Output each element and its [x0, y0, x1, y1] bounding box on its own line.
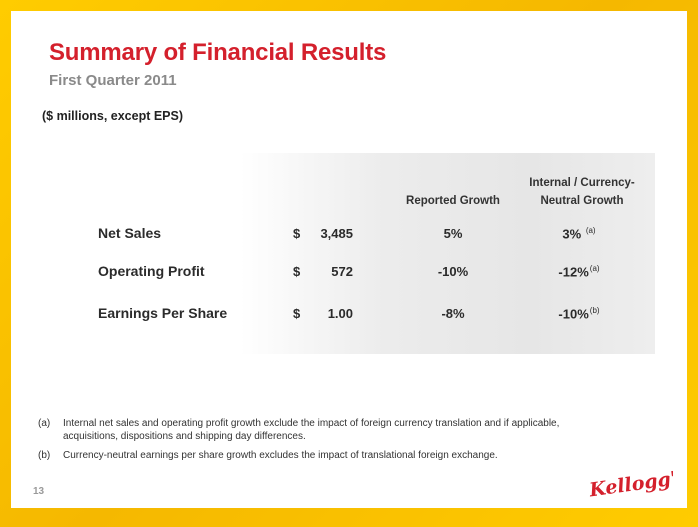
row-internal-growth: -12%(a) — [539, 264, 619, 279]
footnote-ref: (b) — [589, 306, 600, 315]
header-internal-growth: Internal / Currency- Neutral Growth — [513, 174, 651, 210]
footnote-mark: (b) — [38, 450, 51, 461]
row-amount: 1.00 — [327, 306, 353, 321]
header-internal-line1: Internal / Currency- — [529, 177, 635, 189]
row-label-net-sales: Net Sales — [98, 225, 162, 241]
row-label-operating-profit: Operating Profit — [98, 263, 205, 279]
row-reported-growth: -8% — [441, 306, 465, 321]
row-currency: $ — [293, 306, 301, 321]
slide-title: Summary of Financial Results — [49, 39, 387, 66]
row-internal-value: 3% — [562, 226, 582, 242]
row-reported-growth: 5% — [443, 226, 463, 241]
row-reported-growth: -10% — [437, 264, 469, 279]
row-currency: $ — [293, 264, 301, 279]
slide-canvas: Summary of Financial Results First Quart… — [11, 11, 687, 508]
footnote-a: (a) Internal net sales and operating pro… — [38, 417, 598, 443]
row-amount: 572 — [331, 264, 353, 279]
footnote-text: Internal net sales and operating profit … — [63, 418, 560, 442]
footnote-ref: (a) — [589, 264, 600, 273]
row-currency: $ — [293, 226, 301, 241]
page-number: 13 — [33, 486, 45, 497]
slide-subtitle: First Quarter 2011 — [49, 72, 177, 89]
footnotes: (a) Internal net sales and operating pro… — [38, 417, 598, 468]
row-internal-growth: 3% (a) — [539, 226, 619, 241]
kelloggs-logo: Kellogg's — [587, 466, 673, 502]
footnote-b: (b) Currency-neutral earnings per share … — [38, 449, 598, 462]
footnote-ref: (a) — [585, 226, 596, 235]
row-internal-value: -12% — [558, 264, 589, 280]
row-label-eps: Earnings Per Share — [98, 305, 228, 321]
header-internal-line2: Neutral Growth — [540, 195, 624, 207]
row-amount: 3,485 — [320, 226, 353, 241]
svg-text:Kellogg's: Kellogg's — [587, 466, 673, 502]
table-shading — [240, 153, 655, 354]
row-internal-value: -10% — [558, 306, 589, 322]
row-internal-growth: -10%(b) — [539, 306, 619, 321]
footnote-text: Currency-neutral earnings per share grow… — [63, 450, 498, 461]
units-note: ($ millions, except EPS) — [42, 109, 184, 123]
footnote-mark: (a) — [38, 418, 51, 429]
header-reported-growth: Reported Growth — [406, 195, 500, 207]
